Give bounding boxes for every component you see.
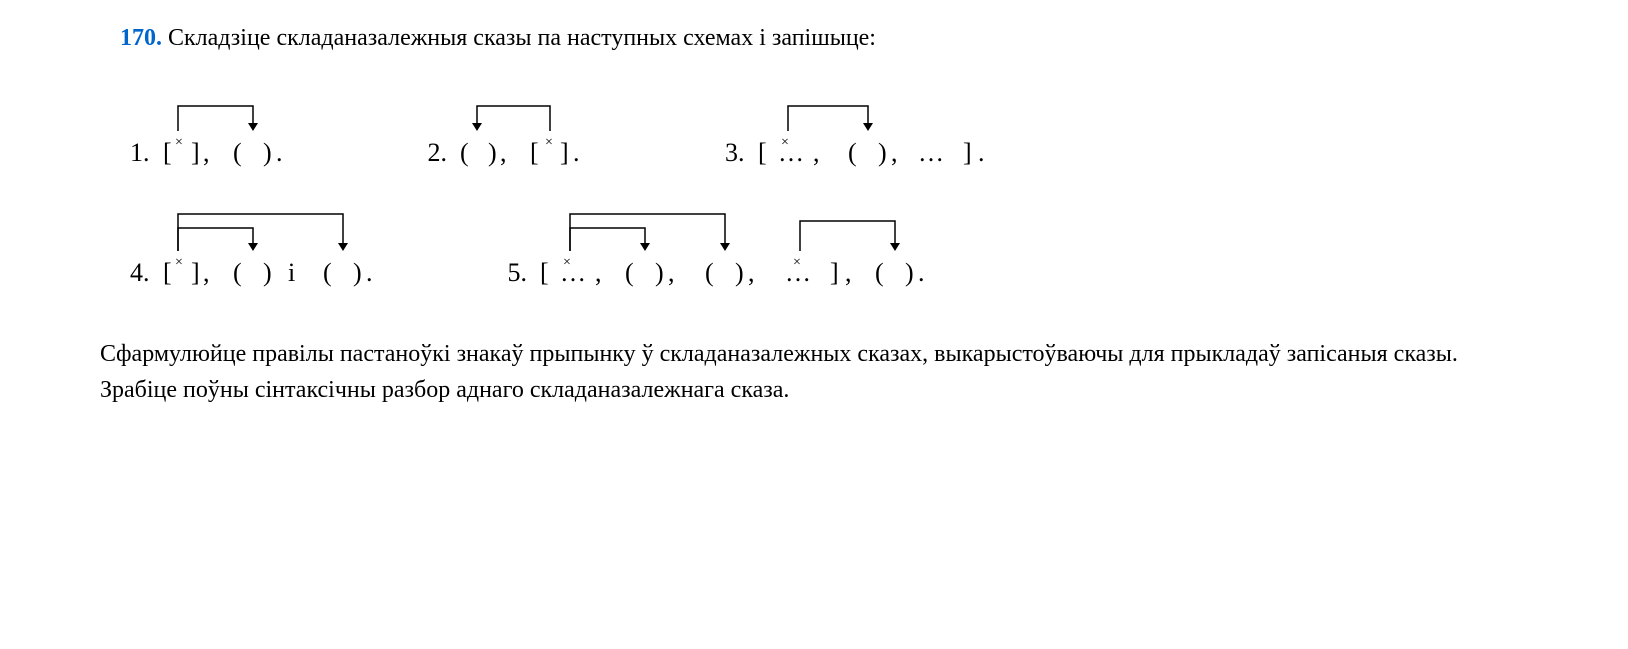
svg-text:): ) [655,258,664,287]
svg-text:,: , [500,138,507,167]
schema-3: 3. [ × … , ( ) , … ] . [725,96,1013,176]
svg-text:): ) [878,138,887,167]
task-paragraph-1: Сфармулюйце правілы пастаноўкі знакаў пр… [30,336,1598,372]
svg-text:(: ( [705,258,714,287]
svg-text:(: ( [848,138,857,167]
schema-3-diagram: [ × … , ( ) , … ] . [753,96,1013,176]
svg-text:]: ] [963,138,972,167]
svg-text:[: [ [163,258,172,287]
schema-num-3: 3. [725,133,745,176]
svg-text:…: … [785,258,811,287]
schema-2: 2. ( ) , [ × ] . [428,96,616,176]
svg-text:(: ( [875,258,884,287]
svg-text:.: . [978,138,985,167]
svg-text:): ) [353,258,362,287]
svg-text:і: і [288,258,295,287]
svg-text:]: ] [830,258,839,287]
schema-1-diagram: [ × ] , ( ) . [158,96,318,176]
svg-text:[: [ [163,138,172,167]
svg-text:,: , [595,258,602,287]
svg-text:,: , [748,258,755,287]
svg-text:…: … [560,258,586,287]
svg-text:,: , [203,258,210,287]
schema-4-diagram: [ × ] , ( ) і ( ) . [158,206,398,296]
svg-text:]: ] [191,258,200,287]
schemas-row-2: 4. [ × ] , ( ) і ( ) . [30,206,1598,296]
schema-num-5: 5. [508,253,528,296]
svg-text:): ) [905,258,914,287]
svg-text:(: ( [233,258,242,287]
schema-5: 5. [ × … , ( ) , ( ) , [508,206,956,296]
exercise-intro: 170. Складзіце складаназалежныя сказы па… [30,20,1598,56]
svg-text:,: , [845,258,852,287]
svg-text:,: , [203,138,210,167]
svg-text:]: ] [191,138,200,167]
task-paragraph-2: Зрабіце поўны сінтаксічны разбор аднаго … [30,372,1598,408]
svg-text:(: ( [625,258,634,287]
schema-num-2: 2. [428,133,448,176]
svg-text:): ) [263,138,272,167]
svg-text:): ) [735,258,744,287]
exercise-number: 170. [120,25,162,51]
svg-text:,: , [668,258,675,287]
schema-num-4: 4. [130,253,150,296]
svg-text:(: ( [323,258,332,287]
schema-2-diagram: ( ) , [ × ] . [455,96,615,176]
svg-text:…: … [778,138,804,167]
svg-text:): ) [263,258,272,287]
svg-text:): ) [488,138,497,167]
schema-num-1: 1. [130,133,150,176]
schema-1: 1. [ × ] , ( ) . [130,96,318,176]
svg-text:[: [ [530,138,539,167]
intro-text: Складзіце складаназалежныя сказы па наст… [168,25,876,51]
svg-text:[: [ [758,138,767,167]
schemas-row-1: 1. [ × ] , ( ) . 2. [30,96,1598,176]
svg-text:.: . [366,258,373,287]
svg-text:×: × [545,135,553,150]
svg-text:(: ( [460,138,469,167]
svg-text:[: [ [540,258,549,287]
schema-4: 4. [ × ] , ( ) і ( ) . [130,206,398,296]
svg-text:.: . [918,258,925,287]
svg-text:.: . [573,138,580,167]
svg-text:×: × [175,255,183,270]
svg-text:,: , [813,138,820,167]
svg-text:]: ] [560,138,569,167]
svg-text:…: … [918,138,944,167]
schema-5-diagram: [ × … , ( ) , ( ) , × … ] , ( ) . [535,206,955,296]
svg-text:(: ( [233,138,242,167]
svg-text:×: × [175,135,183,150]
svg-text:,: , [891,138,898,167]
svg-text:.: . [276,138,283,167]
